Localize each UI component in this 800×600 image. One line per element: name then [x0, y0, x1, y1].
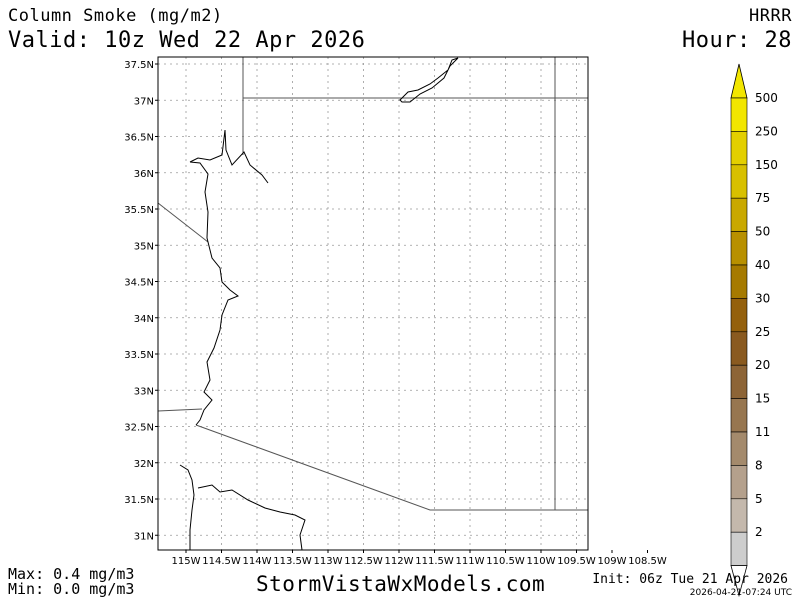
lat-label: 36N	[134, 169, 154, 180]
lon-label: 115W	[172, 556, 201, 567]
lat-label: 31.5N	[124, 495, 154, 506]
colorbar-top-arrow	[730, 63, 748, 99]
lat-label: 34N	[134, 314, 154, 325]
colorbar-label: 8	[755, 458, 763, 472]
lon-label: 111W	[456, 556, 485, 567]
lon-label: 111.5W	[415, 556, 454, 567]
colorbar-segment	[730, 331, 748, 366]
mexico-border	[195, 424, 588, 511]
forecast-hour: Hour: 28	[682, 28, 792, 53]
colorbar-label: 5	[755, 492, 763, 506]
max-value: Max: 0.4 mg/m3	[8, 565, 135, 583]
min-value: Min: 0.0 mg/m3	[8, 580, 135, 598]
colorbar-label: 25	[755, 325, 770, 339]
colorbar-segment	[730, 131, 748, 166]
valid-time: Valid: 10z Wed 22 Apr 2026	[8, 28, 366, 53]
lat-label: 37N	[134, 96, 154, 107]
colorbar-segment	[730, 197, 748, 232]
lat-label: 35N	[134, 241, 154, 252]
lake-mead	[189, 129, 269, 184]
lon-label: 110W	[527, 556, 556, 567]
lon-label: 112W	[385, 556, 414, 567]
init-time: Init: 06z Tue 21 Apr 2026	[592, 572, 788, 587]
map-frame	[157, 56, 589, 551]
colorbar-label: 40	[755, 258, 770, 272]
lon-label: 109W	[598, 556, 627, 567]
ca-mx-border	[157, 408, 203, 412]
colorbar-label: 15	[755, 392, 770, 406]
lon-label: 114.5W	[202, 556, 241, 567]
lat-label: 34.5N	[124, 278, 154, 289]
lat-label: 37.5N	[124, 60, 154, 71]
lon-label: 112.5W	[344, 556, 383, 567]
lon-label: 114W	[243, 556, 272, 567]
lat-label: 32N	[134, 459, 154, 470]
colorbar-segment	[730, 398, 748, 433]
lat-label: 36.5N	[124, 133, 154, 144]
state-borders	[157, 57, 588, 511]
colorbar-label: 250	[755, 124, 778, 138]
colorbar-label: 2	[755, 525, 763, 539]
colorbar-label: 20	[755, 358, 770, 372]
lat-label: 32.5N	[124, 423, 154, 434]
colorado-river	[189, 161, 240, 426]
colorbar-label: 11	[755, 425, 770, 439]
colorbar-segment	[730, 364, 748, 399]
colorbar-label: 75	[755, 191, 770, 205]
colorbar-segment	[730, 164, 748, 199]
lat-label: 35.5N	[124, 205, 154, 216]
latitude-labels: 37.5N 37N 36.5N 36N 35.5N 35N 34.5N 34N 33.5N 33N…	[124, 60, 158, 542]
colorbar-bottom-arrow	[730, 565, 748, 598]
colorbar-segment	[730, 231, 748, 266]
gulf-coast-west	[179, 464, 195, 550]
lat-lon-grid	[158, 57, 588, 550]
lon-label: 110.5W	[486, 556, 525, 567]
colorbar-segment	[730, 264, 748, 299]
colorbar-label: 30	[755, 291, 770, 305]
site-watermark: StormVistaWxModels.com	[256, 572, 546, 596]
colorbar-segment	[730, 298, 748, 333]
map-title: Column Smoke (mg/m2)	[8, 6, 223, 26]
lake-powell	[399, 57, 459, 103]
colorbar-label: 50	[755, 225, 770, 239]
colorbar-segment	[730, 97, 748, 132]
lon-label: 113W	[314, 556, 343, 567]
colorbar-segment	[730, 431, 748, 466]
lat-label: 33N	[134, 386, 154, 397]
lon-label: 113.5W	[273, 556, 312, 567]
longitude-labels: 115W 114.5W 114W 113.5W 113W 112.5W 112W 111.5W…	[172, 550, 667, 567]
colorbar-segment	[730, 531, 748, 566]
lon-label: 109.5W	[557, 556, 596, 567]
colorbar-label: 500	[755, 91, 778, 105]
gulf-coast-east	[197, 484, 306, 551]
lon-label: 108.5W	[628, 556, 667, 567]
lat-label: 33.5N	[124, 350, 154, 361]
smoke-colorbar: 500 250 150 75 50 40 30 25 20 15 11 8 5 2	[730, 63, 778, 598]
colorbar-label: 150	[755, 158, 778, 172]
colorbar-segment	[730, 465, 748, 500]
colorbar-segment	[730, 498, 748, 533]
generation-timestamp: 2026-04-21-07:24 UTC	[689, 588, 792, 598]
ca-nv-border	[157, 202, 209, 243]
lat-label: 31N	[134, 531, 154, 542]
model-name: HRRR	[749, 6, 792, 26]
coastlines-rivers	[179, 57, 459, 551]
